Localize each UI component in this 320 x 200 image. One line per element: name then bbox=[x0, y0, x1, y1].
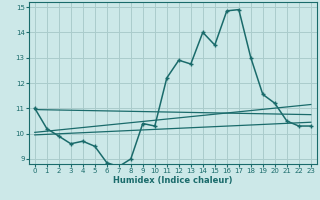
X-axis label: Humidex (Indice chaleur): Humidex (Indice chaleur) bbox=[113, 176, 233, 185]
